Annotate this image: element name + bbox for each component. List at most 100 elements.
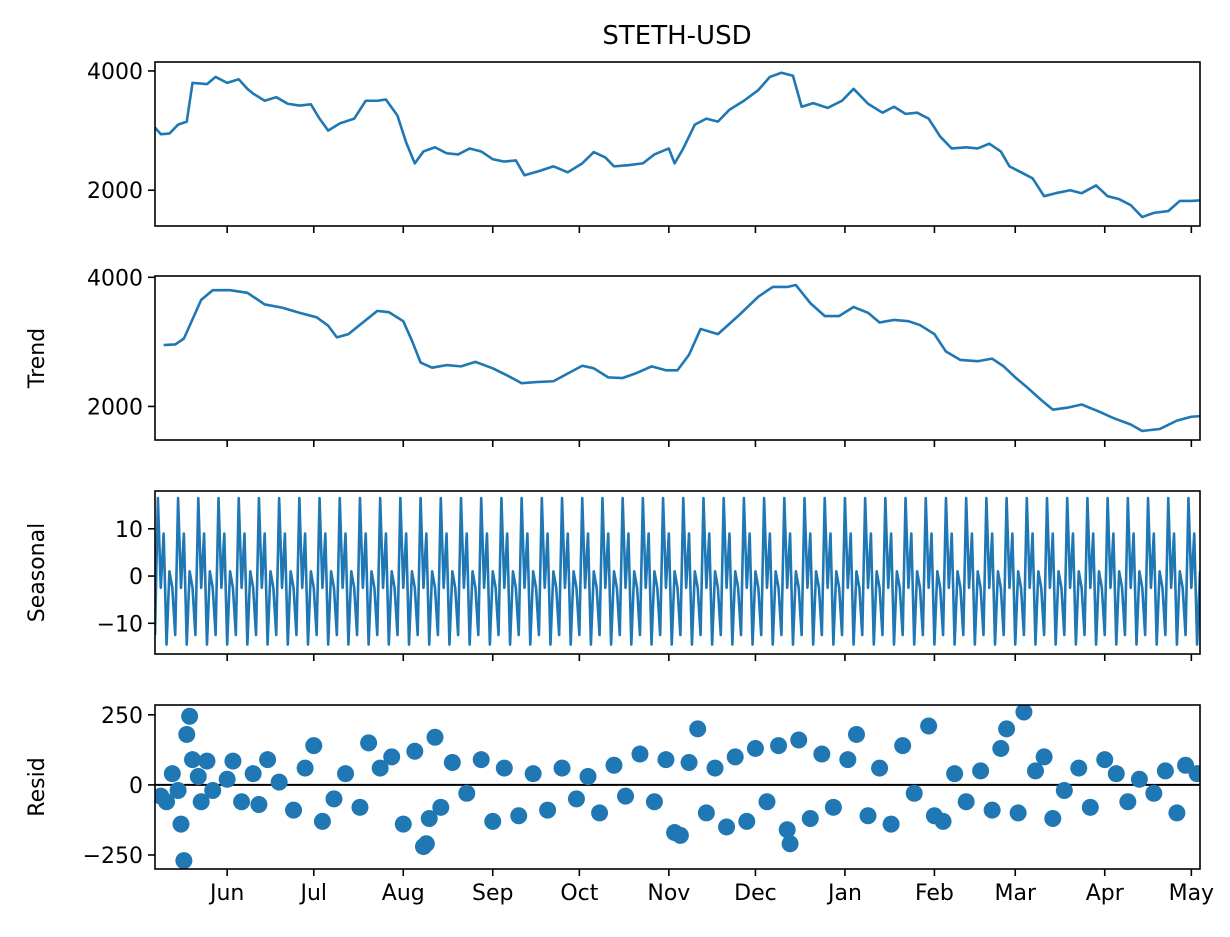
x-tick-label: Mar bbox=[994, 881, 1036, 906]
y-tick-label: 0 bbox=[129, 565, 143, 590]
resid-point bbox=[305, 737, 323, 755]
resid-point bbox=[233, 793, 251, 811]
resid-point bbox=[920, 717, 938, 735]
resid-point bbox=[432, 798, 450, 816]
resid-point bbox=[770, 737, 788, 755]
panel-trend: 2000 4000 Trend bbox=[25, 266, 1201, 447]
resid-point bbox=[689, 720, 707, 738]
y-tick-label: 250 bbox=[101, 704, 143, 729]
resid-point bbox=[934, 812, 952, 830]
resid-point bbox=[224, 752, 242, 770]
resid-point bbox=[882, 815, 900, 833]
resid-point bbox=[859, 807, 877, 825]
x-tick-label: Oct bbox=[560, 881, 598, 906]
resid-point bbox=[198, 752, 216, 770]
resid-point bbox=[426, 728, 444, 746]
resid-point bbox=[371, 759, 389, 777]
resid-point bbox=[259, 751, 277, 769]
observed-series-line bbox=[155, 71, 1200, 219]
resid-point bbox=[1107, 765, 1125, 783]
resid-point bbox=[244, 765, 262, 783]
y-axis-label-resid: Resid bbox=[25, 757, 50, 816]
panel-seasonal: −10 0 10 Seasonal bbox=[25, 490, 1201, 661]
resid-point bbox=[337, 765, 355, 783]
resid-point bbox=[726, 748, 744, 766]
panels: 2000 4000 2000 4000 Trend −10 0 10 Seasonal −250 0… bbox=[25, 60, 1214, 906]
y-tick-label: 10 bbox=[115, 518, 143, 543]
y-axis-label-trend: Trend bbox=[25, 328, 50, 389]
resid-point bbox=[172, 815, 190, 833]
resid-point bbox=[706, 759, 724, 777]
resid-point bbox=[163, 765, 181, 783]
resid-point bbox=[1035, 748, 1053, 766]
resid-point bbox=[824, 798, 842, 816]
resid-point bbox=[801, 810, 819, 828]
resid-point bbox=[325, 790, 343, 808]
resid-point bbox=[181, 707, 199, 725]
resid-point bbox=[871, 759, 889, 777]
resid-point bbox=[1156, 762, 1174, 780]
panel-frame-trend bbox=[154, 275, 1201, 441]
resid-point bbox=[175, 852, 193, 869]
resid-point bbox=[510, 807, 528, 825]
plot-area-resid bbox=[155, 705, 1200, 869]
resid-point bbox=[738, 812, 756, 830]
seasonal-series-line bbox=[155, 496, 1200, 646]
resid-point bbox=[839, 751, 857, 769]
resid-point bbox=[360, 734, 378, 752]
resid-point bbox=[204, 782, 222, 799]
resid-point bbox=[296, 759, 314, 777]
resid-point bbox=[905, 784, 923, 802]
resid-point bbox=[567, 790, 585, 808]
chart-title: STETH-USD bbox=[602, 21, 751, 51]
panel-frame-resid bbox=[154, 704, 1201, 870]
resid-point bbox=[680, 753, 698, 771]
resid-point bbox=[1119, 793, 1137, 811]
resid-point bbox=[972, 762, 990, 780]
x-tick-label: Sep bbox=[472, 881, 513, 906]
resid-point bbox=[1026, 762, 1044, 780]
resid-point bbox=[192, 793, 210, 811]
x-tick-label: Jul bbox=[298, 881, 327, 906]
resid-point bbox=[1044, 810, 1062, 828]
resid-point bbox=[946, 765, 964, 783]
plot-area-observed bbox=[155, 71, 1200, 219]
resid-point bbox=[645, 793, 663, 811]
resid-point bbox=[758, 793, 776, 811]
x-tick-label: Jan bbox=[826, 881, 862, 906]
trend-series-line bbox=[163, 283, 1200, 433]
resid-point bbox=[579, 767, 597, 785]
panel-observed: 2000 4000 bbox=[87, 60, 1201, 233]
resid-point bbox=[1070, 759, 1088, 777]
resid-point bbox=[1081, 798, 1099, 816]
resid-point bbox=[351, 798, 369, 816]
resid-point bbox=[495, 759, 513, 777]
resid-point bbox=[992, 739, 1010, 757]
resid-point bbox=[169, 782, 187, 799]
panel-resid: −250 0 250 Resid Jun Jul Aug Sep Oct Nov Dec Jan Feb… bbox=[25, 704, 1214, 906]
x-tick-label: Nov bbox=[647, 881, 690, 906]
resid-point bbox=[1188, 765, 1200, 783]
resid-point bbox=[605, 756, 623, 774]
resid-point bbox=[553, 759, 571, 777]
resid-point bbox=[184, 751, 202, 769]
y-axis-label-seasonal: Seasonal bbox=[25, 523, 50, 622]
y-tick-label: 2000 bbox=[87, 395, 143, 420]
resid-point bbox=[617, 787, 635, 805]
y-tick-label: 4000 bbox=[87, 60, 143, 85]
resid-point bbox=[1168, 804, 1186, 822]
resid-point bbox=[671, 826, 689, 844]
y-tick-label: −250 bbox=[83, 844, 143, 869]
resid-point bbox=[631, 745, 649, 763]
resid-point bbox=[189, 767, 207, 785]
resid-point bbox=[778, 821, 796, 839]
resid-point bbox=[394, 815, 412, 833]
x-tick-label: Apr bbox=[1086, 881, 1125, 906]
plot-area-trend bbox=[163, 283, 1200, 433]
resid-point bbox=[178, 725, 196, 743]
resid-point bbox=[983, 801, 1001, 819]
x-tick-label: Feb bbox=[915, 881, 954, 906]
resid-point bbox=[524, 765, 542, 783]
x-tick-label: Dec bbox=[734, 881, 777, 906]
resid-point bbox=[406, 742, 424, 760]
